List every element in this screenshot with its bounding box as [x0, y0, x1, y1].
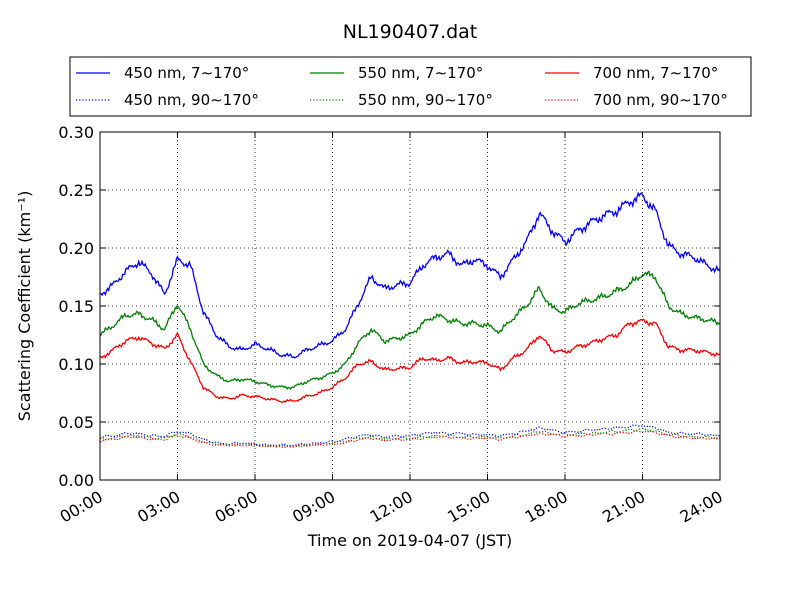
series-line-2: [99, 270, 721, 390]
x-tick-label: 03:00: [134, 487, 183, 527]
legend-label: 700 nm, 90∼170°: [593, 91, 728, 109]
legend-label: 700 nm, 7∼170°: [593, 64, 718, 82]
legend-box: [69, 56, 752, 117]
x-tick-label: 12:00: [367, 487, 416, 527]
x-tick-label: 18:00: [522, 487, 571, 527]
x-tick-label: 00:00: [57, 487, 106, 527]
series-line-4: [99, 424, 721, 448]
series-lines: [99, 191, 721, 449]
x-tick-label: 06:00: [212, 487, 261, 527]
series-line-6: [99, 430, 721, 448]
x-axis-label: Time on 2019-04-07 (JST): [307, 531, 512, 550]
legend: 450 nm, 7∼170° 550 nm, 7∼170° 700 nm, 7∼17…: [69, 56, 752, 117]
y-tick-label: 0.20: [58, 239, 94, 258]
y-tick-label: 0.00: [58, 471, 94, 490]
series-line-3: [99, 318, 721, 404]
x-tick-label: 09:00: [289, 487, 338, 527]
legend-label: 450 nm, 90∼170°: [124, 91, 259, 109]
y-axis-label: Scattering Coefficient (km⁻¹): [15, 191, 34, 422]
y-tick-label: 0.15: [58, 297, 94, 316]
x-tick-label: 24:00: [677, 487, 726, 527]
y-tick-label: 0.05: [58, 413, 94, 432]
legend-label: 450 nm, 7∼170°: [124, 64, 249, 82]
y-tick-label: 0.30: [58, 123, 94, 142]
legend-label: 550 nm, 90∼170°: [358, 91, 493, 109]
y-tick-label: 0.25: [58, 181, 94, 200]
series-line-1: [99, 191, 721, 359]
legend-label: 550 nm, 7∼170°: [358, 64, 483, 82]
grid-lines: [100, 132, 720, 480]
x-tick-label: 15:00: [444, 487, 493, 527]
x-tick-label: 21:00: [599, 487, 648, 527]
chart-title: NL190407.dat: [343, 21, 478, 43]
y-tick-label: 0.10: [58, 355, 94, 374]
